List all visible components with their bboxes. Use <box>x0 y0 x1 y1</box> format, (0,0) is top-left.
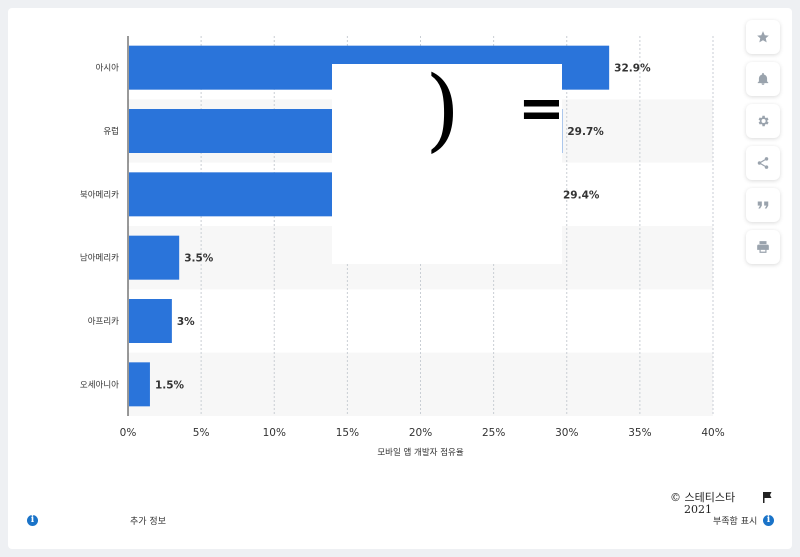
bar-value-label: 3.5% <box>184 253 214 265</box>
sidebar <box>746 20 780 272</box>
bar <box>129 299 172 343</box>
category-label: 아프리카 <box>88 316 119 327</box>
favorite-button[interactable] <box>746 20 780 54</box>
cite-button[interactable] <box>746 188 780 222</box>
bar-value-label: 32.9% <box>614 63 651 75</box>
x-tick-label: 5% <box>193 427 210 439</box>
x-tick-label: 0% <box>120 427 137 439</box>
flag-icon[interactable] <box>762 491 774 503</box>
category-label: 아시아 <box>96 63 120 74</box>
show-source-link[interactable]: 부족함 표시 <box>713 517 758 527</box>
category-label: 북아메리카 <box>80 189 119 200</box>
overlay-paren: ) <box>425 57 461 162</box>
x-tick-label: 25% <box>482 427 505 439</box>
more-info-link[interactable]: 추가 정보 <box>130 517 166 527</box>
x-tick-label: 15% <box>336 427 359 439</box>
x-tick-label: 10% <box>263 427 286 439</box>
bar-value-label: 29.7% <box>567 126 604 138</box>
share-button[interactable] <box>746 146 780 180</box>
copyright-text[interactable]: © 스테티스타 <box>670 491 736 504</box>
info-icon[interactable]: i <box>27 515 38 526</box>
x-tick-label: 20% <box>409 427 432 439</box>
bar <box>129 362 150 407</box>
star-icon <box>757 31 769 43</box>
bar-value-label: 3% <box>177 316 195 328</box>
source-info-icon[interactable]: i <box>763 515 774 526</box>
copyright-year: 2021 <box>684 503 712 516</box>
x-axis-label: 모바일 앱 개발자 점유율 <box>377 447 463 458</box>
overlay-box <box>332 64 562 264</box>
category-label: 오세아니아 <box>80 379 119 390</box>
settings-button[interactable] <box>746 104 780 138</box>
bar <box>129 235 180 280</box>
print-icon <box>757 241 769 253</box>
category-label: 남아메리카 <box>80 253 119 264</box>
overlay-equals: = <box>518 76 565 141</box>
x-tick-label: 35% <box>628 427 651 439</box>
x-tick-label: 40% <box>701 427 724 439</box>
bell-icon <box>757 72 769 85</box>
category-label: 유럽 <box>103 127 119 137</box>
bar-value-label: 1.5% <box>155 379 185 391</box>
x-tick-label: 30% <box>555 427 578 439</box>
gear-icon <box>758 115 769 127</box>
bar-value-label: 29.4% <box>563 189 600 201</box>
notification-button[interactable] <box>746 62 780 96</box>
share-icon <box>757 157 769 169</box>
print-button[interactable] <box>746 230 780 264</box>
quote-icon <box>757 201 769 209</box>
